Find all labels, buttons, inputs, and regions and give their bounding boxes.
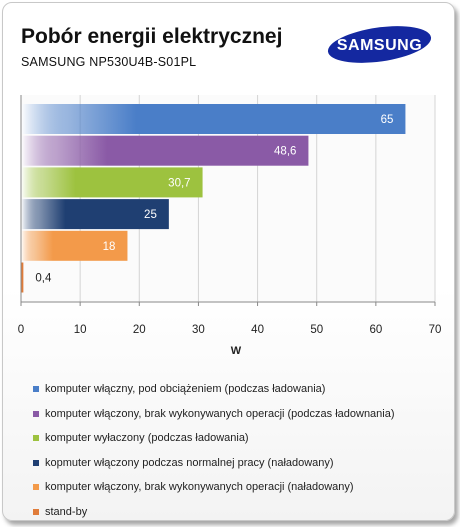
legend-swatch — [33, 386, 39, 392]
bar-value-label: 30,7 — [168, 177, 190, 189]
samsung-logo: SAMSUNG — [327, 26, 432, 63]
bar-chart: 65 48,6 30,7 25 18 0,4 0 10 20 30 40 50 60 70 W — [18, 95, 442, 357]
bar — [21, 199, 169, 230]
bar-value-label: 18 — [103, 241, 116, 253]
bar-value-label: 48,6 — [274, 146, 296, 158]
bar — [21, 104, 406, 134]
x-tick-label: 60 — [369, 324, 382, 336]
legend-label: kopmuter włączony podczas normalnej prac… — [45, 456, 334, 469]
bar-value-label: 0,4 — [35, 273, 52, 285]
bar — [21, 135, 309, 166]
x-tick-label: 50 — [310, 324, 323, 336]
legend-item: komputer wyłaczony (podczas ładowania) — [33, 430, 249, 446]
legend-swatch — [33, 410, 39, 417]
logo-ellipse — [327, 26, 432, 63]
legend-item: komputer włączony, brak wykonywanych ope… — [33, 479, 354, 495]
legend-item: komputer włączny, pod obciążeniem (podcz… — [33, 381, 325, 397]
x-tick-label: 70 — [429, 324, 442, 336]
x-tick-label: 0 — [18, 324, 24, 336]
bar — [21, 262, 24, 293]
bar — [21, 167, 203, 198]
page-subtitle: SAMSUNG NP530U4B-S01PL — [21, 55, 197, 69]
chart-panel: Pobór energii elektrycznej SAMSUNG NP530… — [2, 2, 455, 521]
legend-item: stand-by — [33, 504, 87, 520]
legend-item: komputer włączony, brak wykonywanych ope… — [33, 406, 395, 422]
bar-value-label: 65 — [381, 114, 394, 126]
x-tick-label: 30 — [192, 324, 205, 336]
legend-label: komputer włączony, brak wykonywanych ope… — [45, 407, 395, 420]
x-axis-title: W — [231, 345, 242, 357]
legend-label: komputer włączny, pod obciążeniem (podcz… — [45, 383, 326, 395]
legend-swatch — [33, 459, 39, 466]
legend-label: komputer wyłaczony (podczas ładowania) — [45, 432, 249, 445]
legend-label: stand-by — [45, 506, 88, 518]
legend-swatch — [33, 509, 39, 515]
x-tick-label: 40 — [251, 324, 264, 336]
page-title: Pobór energii elektrycznej — [21, 25, 283, 48]
bar-value-label: 25 — [144, 209, 157, 221]
bar — [21, 230, 128, 261]
legend-swatch — [33, 435, 39, 442]
logo-text: SAMSUNG — [337, 37, 422, 54]
x-tick-label: 10 — [74, 324, 87, 336]
x-tick-label: 20 — [133, 324, 146, 336]
legend-label: komputer włączony, brak wykonywanych ope… — [45, 481, 354, 494]
legend-swatch — [33, 484, 39, 491]
legend-item: kopmuter włączony podczas normalnej prac… — [33, 455, 334, 471]
